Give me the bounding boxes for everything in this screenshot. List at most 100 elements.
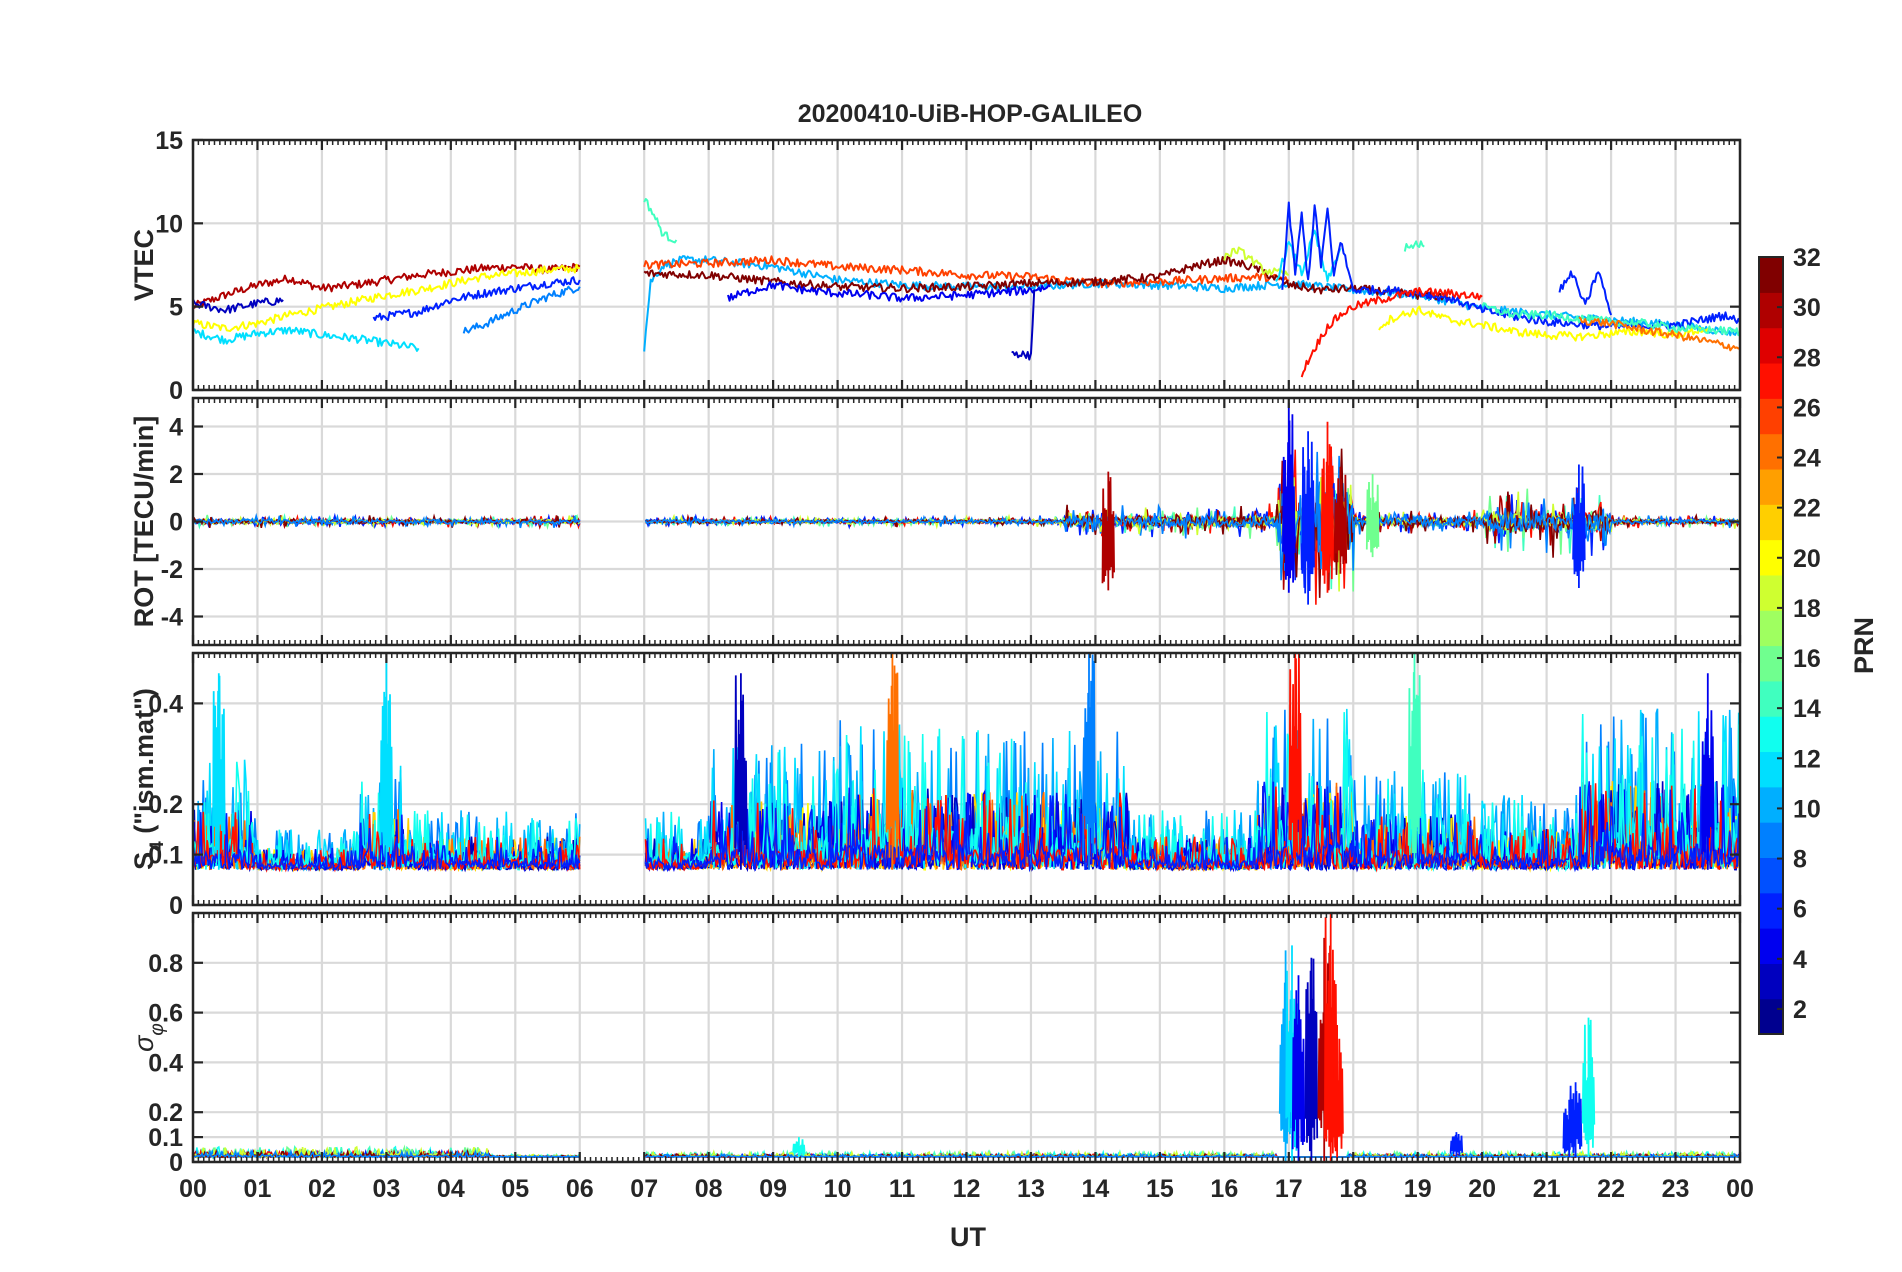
rot-spike-prn-30 xyxy=(1333,466,1348,574)
vtec-series-prn-14 xyxy=(643,198,678,244)
colorbar-tick-label: 12 xyxy=(1793,745,1821,773)
rot-y-tick-label: 0 xyxy=(169,509,183,537)
colorbar-swatch xyxy=(1759,680,1783,717)
chart-title: 20200410-UiB-HOP-GALILEO xyxy=(798,100,1143,128)
x-tick-label: 00 xyxy=(1726,1175,1754,1203)
s4-y-tick-label: 0 xyxy=(169,892,183,920)
x-tick-label: 09 xyxy=(759,1175,787,1203)
x-tick-label: 22 xyxy=(1597,1175,1625,1203)
ylabel-main: S xyxy=(129,852,159,870)
colorbar-swatch xyxy=(1759,398,1783,435)
rot-y-axis-label: ROT [TECU/min] xyxy=(129,416,159,627)
s4-series xyxy=(193,653,1740,873)
sigma_phi-y-tick-label: 0.6 xyxy=(148,1000,183,1028)
panel-s4: 0 0.1 0.2 0.4S4 ("ism.mat") xyxy=(129,651,1742,920)
s4-y-axis-label: S4 ("ism.mat") xyxy=(129,688,168,870)
vtec-series-prn-15 xyxy=(1403,240,1425,252)
colorbar-tick-label: 2 xyxy=(1793,996,1807,1024)
colorbar-tick-label: 32 xyxy=(1793,244,1821,272)
x-tick-label: 02 xyxy=(308,1175,336,1203)
vtec-series-prn-30 xyxy=(193,262,581,309)
colorbar-swatch xyxy=(1759,257,1783,293)
colorbar-tick-label: 22 xyxy=(1793,495,1821,523)
s4-y-tick-label: 0.1 xyxy=(148,842,183,870)
x-tick-label: 00 xyxy=(179,1175,207,1203)
vtec-series-prn-4 xyxy=(727,281,1051,303)
sigma_phi-y-tick-label: 0 xyxy=(169,1149,183,1177)
rot-y-tick-label: 2 xyxy=(169,461,183,489)
vtec-series-prn-24 xyxy=(1578,316,1740,352)
x-tick-label: 20 xyxy=(1468,1175,1496,1203)
s4-spike-prn-12 xyxy=(379,663,394,865)
colorbar-swatch xyxy=(1759,645,1783,682)
vtec-series-prn-18 xyxy=(1223,246,1290,277)
x-tick-label: 19 xyxy=(1404,1175,1432,1203)
x-tick-label: 14 xyxy=(1082,1175,1110,1203)
colorbar-tick-label: 8 xyxy=(1793,846,1807,874)
s4-y-tick-label: 0.4 xyxy=(148,690,183,718)
colorbar-tick-label: 28 xyxy=(1793,344,1821,372)
colorbar-tick-label: 18 xyxy=(1793,595,1821,623)
x-tick-label: 23 xyxy=(1662,1175,1690,1203)
colorbar-tick-label: 10 xyxy=(1793,795,1821,823)
colorbar-tick-label: 6 xyxy=(1793,896,1807,924)
vtec-series-prn-6 xyxy=(1558,270,1613,316)
colorbar-tick-label: 30 xyxy=(1793,294,1821,322)
rot-y-tick-label: -2 xyxy=(161,556,183,584)
colorbar-swatch xyxy=(1759,786,1783,823)
colorbar-tick-label: 14 xyxy=(1793,695,1821,723)
rot-spike-prn-28 xyxy=(1320,421,1335,593)
vtec-series-prn-20 xyxy=(193,263,580,332)
vtec-ticks xyxy=(191,140,1742,390)
colorbar-swatch xyxy=(1759,504,1783,541)
colorbar-tick-label: 24 xyxy=(1793,445,1821,473)
vtec-y-tick-label: 10 xyxy=(155,210,183,238)
colorbar-swatch xyxy=(1759,362,1783,399)
colorbar-swatch xyxy=(1759,822,1783,859)
vtec-series-prn-9 xyxy=(462,285,581,334)
vtec-series-prn-12 xyxy=(193,326,420,352)
colorbar-swatch xyxy=(1759,468,1783,505)
vtec-series-prn-27 xyxy=(1300,287,1483,378)
s4-spike-prn-3 xyxy=(734,673,748,870)
sigma_phi-spike-prn-13 xyxy=(792,1137,806,1157)
sigma_phi-spike-prn-27 xyxy=(1330,1025,1344,1162)
sigma_phi-spike-prn-6 xyxy=(1568,1082,1583,1157)
x-tick-label: 10 xyxy=(824,1175,852,1203)
s4-spike-prn-4 xyxy=(1701,673,1715,870)
vtec-grid xyxy=(193,140,1740,390)
s4-spike-prn-28 xyxy=(1288,653,1302,870)
x-tick-label: 18 xyxy=(1339,1175,1367,1203)
colorbar-swatch xyxy=(1759,892,1783,929)
sigma_phi-y-axis-label: σφ xyxy=(129,1023,168,1052)
x-tick-label: 13 xyxy=(1017,1175,1045,1203)
x-tick-label: 05 xyxy=(501,1175,529,1203)
rot-spike-prn-16 xyxy=(1365,474,1380,558)
rot-ticks xyxy=(191,398,1742,645)
colorbar-tick-label: 4 xyxy=(1793,946,1807,974)
sigma_phi-y-tick-label: 0.4 xyxy=(148,1049,183,1077)
vtec-series-prn-10 xyxy=(643,255,1740,352)
x-tick-label: 07 xyxy=(630,1175,658,1203)
x-tick-label: 01 xyxy=(244,1175,272,1203)
sigma_phi-grid xyxy=(193,913,1740,1162)
sigma_phi-ticks xyxy=(191,913,1742,1162)
x-tick-label: 03 xyxy=(372,1175,400,1203)
sigma_phi-spike-prn-2 xyxy=(1304,957,1319,1162)
colorbar-swatch xyxy=(1759,574,1783,611)
panel-rot: -4 -2 0 2 4 ROT [TECU/min] xyxy=(129,396,1742,647)
panel-vtec: 0 5 10 15 VTEC xyxy=(129,127,1742,405)
vtec-y-tick-label: 15 xyxy=(155,127,183,155)
vtec-y-axis-label: VTEC xyxy=(129,229,159,301)
colorbar-swatch xyxy=(1759,433,1783,470)
colorbar-swatch xyxy=(1759,857,1783,894)
s4-y-tick-label: 0.2 xyxy=(148,791,183,819)
vtec-series-prn-6 xyxy=(372,276,581,322)
sigma_phi-spike-prn-13 xyxy=(1581,1017,1596,1157)
x-tick-label: 15 xyxy=(1146,1175,1174,1203)
sigma_phi-y-tick-label: 0.8 xyxy=(148,950,183,978)
rot-spike-prn-5 xyxy=(1301,431,1315,605)
colorbar-tick-label: 26 xyxy=(1793,394,1821,422)
